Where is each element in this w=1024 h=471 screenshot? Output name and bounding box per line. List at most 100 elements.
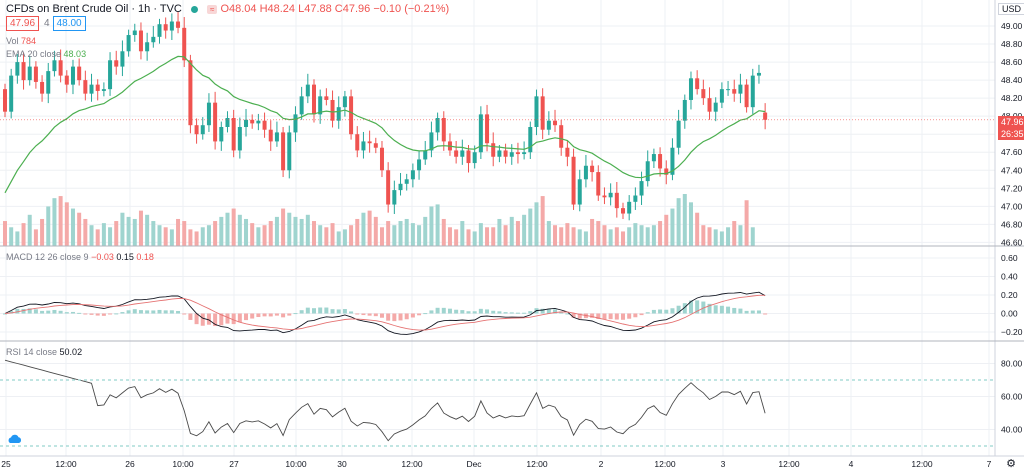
symbol-title[interactable]: CFDs on Brent Crude Oil · 1h · TVC	[6, 3, 182, 15]
candle	[281, 132, 286, 171]
price-tick-label: 47.00	[1001, 201, 1023, 211]
macd-bar	[114, 313, 119, 315]
volume-bar	[404, 218, 409, 246]
volume-bar	[417, 225, 422, 246]
candle	[33, 66, 38, 82]
volume-bar	[287, 212, 292, 246]
candle	[763, 112, 768, 120]
macd-bar	[472, 311, 477, 314]
candle	[274, 132, 279, 142]
time-tick-label: 12:00	[526, 459, 548, 469]
last-price-tag: 47.96	[998, 116, 1024, 128]
volume-bar	[342, 229, 347, 246]
macd-bar	[244, 313, 249, 321]
time-tick-label: 7	[987, 459, 992, 469]
gear-icon[interactable]: ⚙	[1006, 458, 1016, 470]
macd-bar	[138, 310, 143, 314]
volume-bar	[46, 206, 51, 246]
cloud-icon[interactable]	[6, 434, 22, 444]
candle	[651, 154, 656, 162]
candle	[713, 102, 718, 112]
macd-legend[interactable]: MACD 12 26 close 9 −0.03 0.15 0.18	[6, 252, 154, 262]
macd-bar	[231, 313, 236, 325]
macd-bar	[447, 308, 452, 314]
macd-bar	[651, 309, 656, 314]
candle	[682, 99, 687, 121]
volume-bar	[188, 229, 193, 246]
macd-bar	[417, 313, 422, 316]
candle	[342, 96, 347, 108]
price-tick-label: 46.60	[1001, 237, 1023, 247]
volume-bar	[52, 198, 57, 246]
candle	[108, 60, 113, 90]
buy-price-box[interactable]: 48.00	[52, 16, 86, 31]
volume-bar	[182, 221, 187, 246]
macd-tick-label: 0.60	[1001, 253, 1018, 263]
candle	[478, 114, 483, 153]
macd-bar	[596, 313, 601, 319]
volume-bar	[206, 225, 211, 246]
volume-bar	[750, 227, 755, 246]
macd-bar	[256, 313, 261, 318]
candle	[336, 107, 341, 121]
candle	[485, 114, 490, 144]
candle	[355, 134, 360, 151]
macd-bar	[9, 311, 14, 314]
volume-bar	[126, 216, 131, 246]
macd-bar	[120, 312, 125, 314]
candle	[435, 117, 440, 133]
volume-bar	[559, 227, 564, 246]
rsi-legend[interactable]: RSI 14 close 50.02	[6, 347, 83, 357]
time-tick-label: 12:00	[55, 459, 77, 469]
volume-legend[interactable]: Vol 784	[6, 36, 37, 46]
candle	[70, 66, 75, 85]
candle	[553, 120, 558, 126]
rsi-tick-label: 80.00	[1001, 359, 1023, 369]
candle	[688, 78, 693, 100]
time-tick-label: 27	[229, 459, 239, 469]
ohlc-values: O48.04 H48.24 L47.88 C47.96 −0.10 (−0.21…	[220, 3, 450, 15]
countdown-tag: 26:35	[998, 128, 1024, 140]
candle	[676, 120, 681, 148]
macd-bar	[324, 307, 329, 314]
volume-bar	[497, 218, 502, 246]
volume-bar	[213, 221, 218, 246]
candle	[52, 60, 57, 72]
volume-bar	[83, 218, 88, 246]
volume-bar	[639, 225, 644, 246]
volume-bar	[472, 231, 477, 246]
macd-bar	[509, 312, 514, 314]
volume-bar	[169, 229, 174, 246]
macd-bar	[763, 313, 768, 315]
volume-bar	[237, 214, 242, 246]
volume-bar	[89, 225, 94, 246]
candle	[404, 179, 409, 184]
macd-bar	[200, 313, 205, 326]
rsi-tick-label: 60.00	[1001, 392, 1023, 402]
price-tick-label: 47.20	[1001, 183, 1023, 193]
currency-label[interactable]: USD	[998, 3, 1024, 15]
candle	[27, 66, 32, 81]
macd-bar	[466, 311, 471, 314]
ema-line	[4, 55, 766, 194]
volume-bar	[454, 229, 459, 246]
ema-legend[interactable]: EMA 20 close 48.03	[6, 49, 87, 59]
candle	[299, 96, 304, 115]
candle	[627, 201, 632, 214]
macd-bar	[602, 313, 607, 320]
settings-icon[interactable]: ≈	[206, 5, 218, 14]
candle	[21, 62, 26, 81]
macd-tick-label: 0.20	[1001, 290, 1018, 300]
sell-price-box[interactable]: 47.96	[6, 16, 40, 31]
volume-bar	[707, 227, 712, 246]
volume-bar	[274, 216, 279, 246]
macd-bar	[46, 310, 51, 314]
volume-bar	[491, 227, 496, 246]
candle	[244, 119, 249, 127]
macd-bar	[491, 310, 496, 314]
candle	[583, 165, 588, 180]
macd-bar	[219, 313, 224, 326]
candle	[151, 36, 156, 43]
volume-bar	[262, 225, 267, 246]
signal-line	[4, 294, 766, 331]
